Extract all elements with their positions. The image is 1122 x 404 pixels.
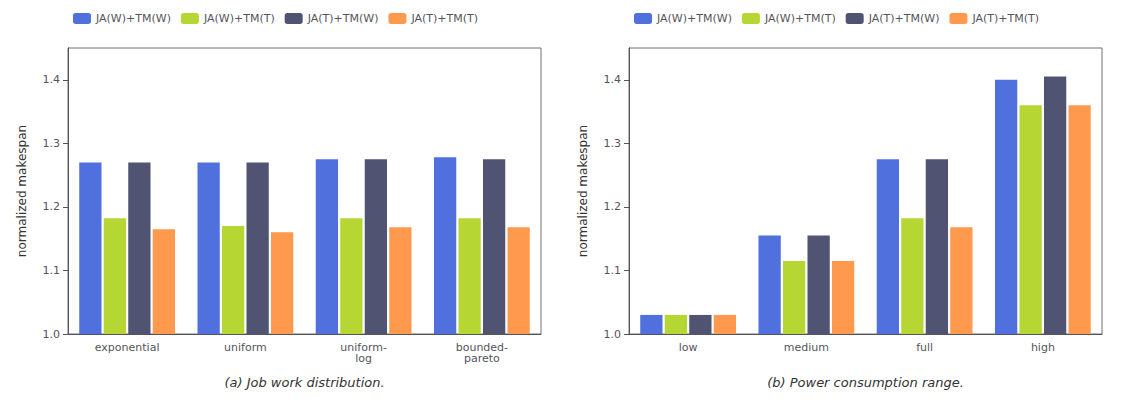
svg-text:JA(W)+TM(T): JA(W)+TM(T) bbox=[203, 12, 275, 25]
svg-text:1.3: 1.3 bbox=[604, 137, 622, 150]
svg-text:log: log bbox=[355, 352, 372, 365]
svg-text:medium: medium bbox=[784, 341, 829, 354]
svg-text:1.1: 1.1 bbox=[43, 264, 61, 277]
svg-text:normalized makespan: normalized makespan bbox=[15, 125, 29, 257]
svg-text:JA(T)+TM(W): JA(T)+TM(W) bbox=[868, 12, 940, 25]
svg-text:bounded-: bounded- bbox=[455, 341, 509, 354]
svg-text:JA(T)+TM(T): JA(T)+TM(T) bbox=[971, 12, 1039, 25]
svg-text:pareto: pareto bbox=[464, 352, 500, 365]
svg-text:full: full bbox=[916, 341, 933, 354]
svg-text:JA(W)+TM(W): JA(W)+TM(W) bbox=[656, 12, 732, 25]
svg-text:(a) Job work distribution.: (a) Job work distribution. bbox=[224, 375, 384, 390]
svg-text:high: high bbox=[1031, 341, 1055, 354]
svg-text:uniform-: uniform- bbox=[340, 341, 387, 354]
svg-text:1.4: 1.4 bbox=[604, 73, 622, 86]
svg-text:exponential: exponential bbox=[95, 341, 160, 354]
svg-text:1.3: 1.3 bbox=[43, 137, 61, 150]
svg-text:normalized makespan: normalized makespan bbox=[576, 125, 590, 257]
svg-text:(b) Power consumption range.: (b) Power consumption range. bbox=[767, 375, 964, 390]
svg-text:JA(W)+TM(T): JA(W)+TM(T) bbox=[764, 12, 836, 25]
svg-text:1.4: 1.4 bbox=[43, 73, 61, 86]
svg-text:JA(T)+TM(W): JA(T)+TM(W) bbox=[307, 12, 379, 25]
svg-text:1.1: 1.1 bbox=[604, 264, 622, 277]
svg-text:1.2: 1.2 bbox=[43, 200, 61, 213]
svg-text:low: low bbox=[679, 341, 698, 354]
svg-text:JA(W)+TM(W): JA(W)+TM(W) bbox=[95, 12, 171, 25]
svg-text:1.0: 1.0 bbox=[43, 328, 61, 341]
svg-text:1.0: 1.0 bbox=[604, 328, 622, 341]
svg-text:uniform: uniform bbox=[224, 341, 267, 354]
svg-text:1.2: 1.2 bbox=[604, 200, 622, 213]
svg-text:JA(T)+TM(T): JA(T)+TM(T) bbox=[410, 12, 478, 25]
